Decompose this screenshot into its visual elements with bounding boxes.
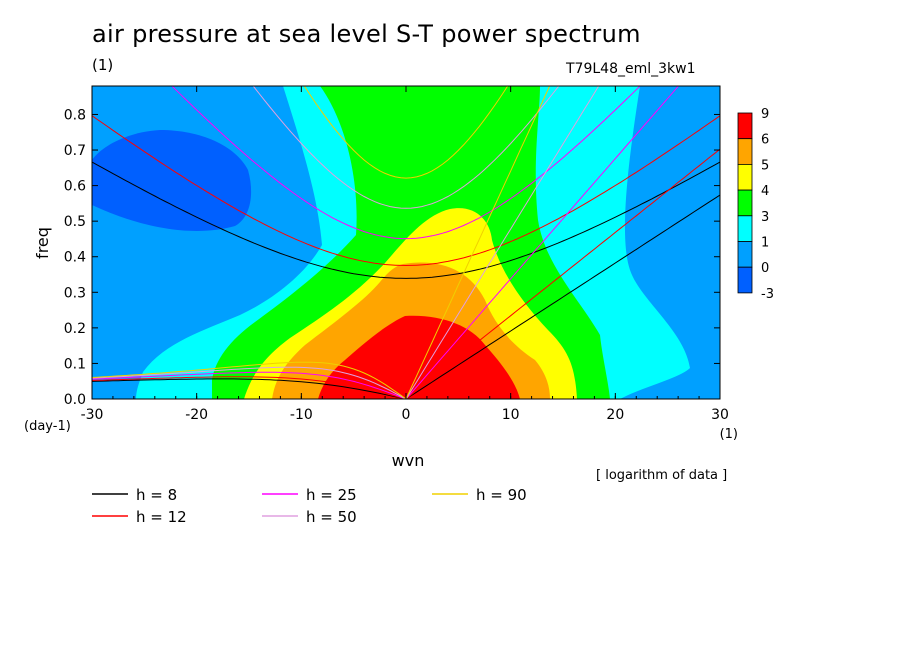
legend-label: h = 8 — [136, 486, 177, 504]
inertia-gravity-curve — [171, 86, 641, 240]
y-tick-label: 0.6 — [64, 179, 86, 195]
log-note: [ logarithm of data ] — [596, 468, 728, 483]
x-tick-label: 10 — [502, 407, 520, 423]
run-label: T79L48_eml_3kw1 — [566, 61, 696, 77]
y-tick-label: 0.1 — [64, 356, 86, 372]
dispersion-h-50 — [92, 86, 600, 399]
rossby-curve — [92, 378, 407, 399]
x-axis-unit: (1) — [720, 427, 738, 442]
inertia-gravity-curve — [252, 86, 560, 209]
y-axis-unit: (day-1) — [24, 419, 71, 434]
colorbar-swatch — [737, 112, 753, 140]
dispersion-h-8 — [92, 161, 720, 399]
x-tick-label: -10 — [290, 407, 313, 423]
colorbar-label: -3 — [761, 287, 774, 302]
contour-field — [92, 86, 720, 399]
colorbar-swatch — [737, 215, 753, 242]
x-tick-label: -30 — [81, 407, 104, 423]
kelvin-curve — [405, 148, 720, 399]
colorbar-swatch — [737, 163, 753, 191]
legend-label: h = 12 — [136, 508, 187, 526]
y-tick-label: 0.3 — [64, 285, 86, 301]
legend-label: h = 50 — [306, 508, 357, 526]
dispersion-h-25 — [92, 86, 680, 399]
y-tick-label: 0.7 — [64, 143, 86, 159]
red-region — [318, 315, 520, 399]
title-unit: (1) — [92, 56, 114, 74]
colorbar-swatch — [737, 189, 753, 217]
legend: h = 8 h = 12 h = 25 h = 50 h = 90 — [92, 486, 527, 526]
dispersion-h-12 — [92, 115, 720, 399]
colorbar-label: 9 — [761, 107, 769, 122]
chart-title: air pressure at sea level S-T power spec… — [92, 20, 641, 48]
dispersion-curves — [92, 86, 720, 399]
x-tick-label: -20 — [185, 407, 208, 423]
y-tick-label: 0.2 — [64, 321, 86, 337]
inertia-gravity-curve — [92, 161, 720, 279]
colorbar-swatch — [737, 138, 753, 165]
colorbar-swatch — [737, 266, 753, 294]
inertia-gravity-curve — [92, 115, 720, 267]
colorbar-label: 5 — [761, 158, 769, 173]
rossby-curve — [92, 376, 407, 399]
colorbar-swatch — [737, 241, 753, 268]
kelvin-curve — [405, 86, 551, 399]
x-tick-label: 30 — [711, 407, 729, 423]
inertia-gravity-curve — [303, 86, 509, 179]
y-tick-label: 0.8 — [64, 107, 86, 123]
y-tick-label: 0.5 — [64, 214, 86, 230]
axes: -30 -20 -10 0 10 20 30 0.0 0.1 0.2 0.3 0.4 0.5 0.6 0.7… — [24, 86, 738, 470]
kelvin-curve — [405, 194, 720, 399]
kelvin-curve — [405, 86, 600, 399]
colorbar-label: 0 — [761, 261, 769, 276]
rossby-curve — [92, 361, 407, 399]
y-tick-label: 0.4 — [64, 250, 86, 266]
darkblue-region — [92, 130, 252, 232]
y-tick-label: 0.0 — [64, 392, 86, 408]
legend-label: h = 25 — [306, 486, 357, 504]
dispersion-h-90 — [92, 86, 551, 399]
x-axis-label: wvn — [392, 451, 425, 470]
x-tick-label: 20 — [606, 407, 624, 423]
colorbar-label: 3 — [761, 210, 769, 225]
rossby-curve — [92, 371, 407, 399]
x-tick-label: 0 — [402, 407, 411, 423]
colorbar: 9 6 5 4 3 1 0 -3 — [737, 107, 774, 302]
rossby-curve — [92, 366, 407, 399]
kelvin-curve — [405, 86, 680, 399]
colorbar-label: 1 — [761, 236, 769, 251]
colorbar-label: 6 — [761, 133, 769, 148]
colorbar-label: 4 — [761, 184, 769, 199]
y-axis-label: freq — [33, 227, 52, 259]
legend-label: h = 90 — [476, 486, 527, 504]
